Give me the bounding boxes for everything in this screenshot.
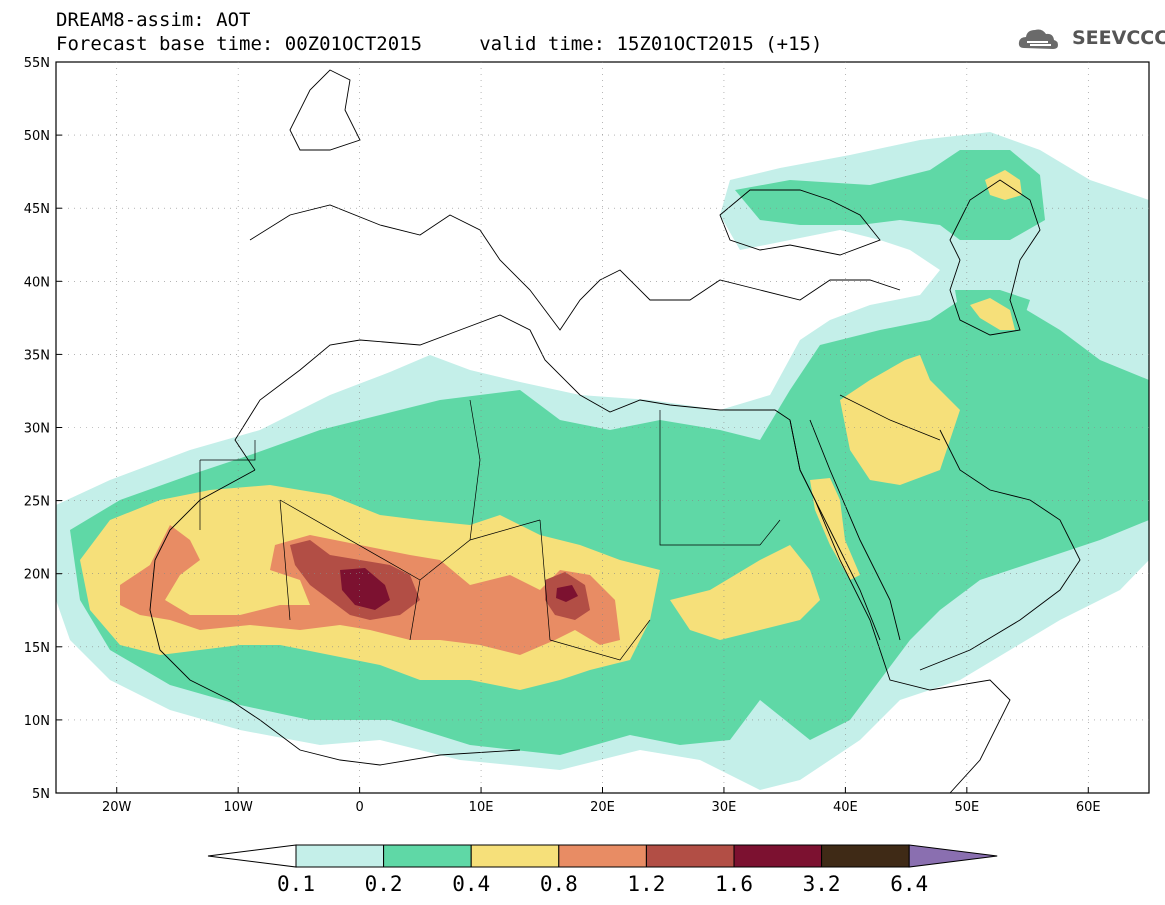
aot-contour-1.6 (340, 568, 390, 610)
africa-coastline (234, 314, 1011, 793)
colorbar-label: 1.6 (715, 872, 753, 896)
gulf-coastline (919, 429, 1081, 671)
map-title: DREAM8-assim: AOT (56, 9, 251, 31)
lon-label: 0 (355, 800, 363, 815)
colorbar-over-triangle (908, 844, 998, 868)
lon-label: 30E (712, 800, 737, 815)
colorbar-box (470, 844, 560, 868)
colorbar-label: 1.2 (627, 872, 666, 896)
colorbar-label: 0.1 (277, 872, 315, 896)
logo-text: SEEVCCC (1072, 27, 1165, 49)
lat-label: 30N (24, 422, 50, 437)
lon-label: 10E (469, 800, 494, 815)
black-sea-coastline (719, 189, 881, 256)
colorbar-label: 0.4 (452, 872, 491, 896)
seevccc-cloud-logo-icon (1018, 29, 1058, 49)
aot-contour-0.4-east-africa (670, 545, 820, 640)
caspian-coastline (949, 179, 1041, 336)
aot-contour-0.4-red-sea (810, 478, 860, 580)
lon-label: 40E (833, 800, 858, 815)
lon-label: 60E (1076, 800, 1101, 815)
red-sea-coastline (789, 419, 901, 641)
lat-label: 10N (24, 714, 50, 729)
colorbar-under-triangle (207, 844, 297, 868)
colorbar-box (821, 844, 910, 868)
longitude-labels: 20W 10W 0 10E 20E 30E 40E 50E 60E (102, 787, 1101, 815)
lon-label: 20W (102, 800, 132, 815)
europe-coastline (249, 204, 901, 331)
colorbar-box (295, 844, 385, 868)
colorbar-label: 0.2 (364, 872, 403, 896)
aot-contour-0.4-caspian-north (985, 170, 1022, 200)
colorbar-box (645, 844, 735, 868)
aot-contour-1.6-chad (556, 585, 578, 602)
colorbar-label: 3.2 (802, 872, 841, 896)
lat-label: 55N (24, 56, 50, 71)
colorbar-label: 0.8 (539, 872, 578, 896)
colorbar-box (558, 844, 647, 868)
lat-label: 25N (24, 495, 50, 510)
borders (199, 394, 941, 661)
lat-label: 5N (32, 787, 50, 802)
lat-label: 15N (24, 641, 50, 656)
lon-label: 20E (590, 800, 615, 815)
lat-label: 45N (24, 202, 50, 217)
colorbar-box (733, 844, 823, 868)
latitude-labels: 55N 50N 45N 40N 35N 30N 25N 20N 15N 10N 5N (24, 56, 62, 802)
aot-field (56, 132, 1149, 790)
aot-contour-0.4-arabia (840, 355, 960, 485)
lon-label: 50E (954, 800, 979, 815)
lat-label: 40N (24, 275, 50, 290)
colorbar-label: 6.4 (890, 872, 929, 896)
lat-label: 50N (24, 129, 50, 144)
colorbar-box (383, 844, 472, 868)
graticule (56, 62, 1149, 793)
aot-contour-0.4-caspian-south (970, 298, 1015, 330)
west-africa-coastline (149, 469, 521, 766)
aot-contour-0.2-north (735, 150, 1045, 240)
lon-label: 10W (223, 800, 253, 815)
britain-coastline (289, 69, 361, 151)
lat-label: 20N (24, 568, 50, 583)
lat-label: 35N (24, 348, 50, 363)
coastlines-and-borders (149, 69, 1081, 793)
map-subtitle-times: Forecast base time: 00Z01OCT2015 valid t… (56, 33, 823, 55)
